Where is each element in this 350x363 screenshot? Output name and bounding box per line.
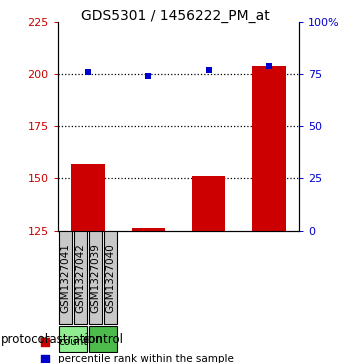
- Text: GSM1327040: GSM1327040: [106, 243, 116, 313]
- Text: percentile rank within the sample: percentile rank within the sample: [58, 354, 234, 363]
- Bar: [89, 326, 117, 352]
- Text: control: control: [83, 333, 124, 346]
- Point: [206, 67, 211, 73]
- Point: [85, 69, 91, 75]
- Text: GSM1327039: GSM1327039: [91, 243, 100, 313]
- Point: [146, 73, 151, 79]
- Point: [43, 356, 48, 362]
- Text: GDS5301 / 1456222_PM_at: GDS5301 / 1456222_PM_at: [80, 9, 270, 23]
- Text: protocol: protocol: [1, 333, 49, 346]
- Bar: [89, 232, 102, 324]
- Bar: [192, 176, 225, 231]
- Text: count: count: [58, 337, 88, 347]
- Bar: [132, 228, 165, 231]
- Point: [43, 339, 48, 345]
- Bar: [252, 66, 286, 231]
- Bar: [59, 326, 87, 352]
- Text: castration: castration: [43, 333, 103, 346]
- Bar: [74, 232, 87, 324]
- Point: [266, 63, 272, 69]
- Bar: [104, 232, 117, 324]
- Bar: [71, 164, 105, 231]
- Bar: [59, 232, 72, 324]
- Text: GSM1327041: GSM1327041: [60, 243, 70, 313]
- Text: GSM1327042: GSM1327042: [75, 243, 85, 313]
